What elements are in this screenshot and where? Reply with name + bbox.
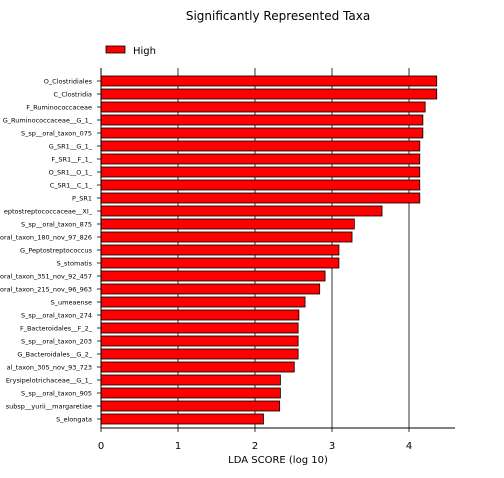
category-label: G_SR1__G_1_ [49, 143, 93, 151]
category-label: O_Clostridiales [44, 78, 93, 86]
bar [100, 75, 438, 87]
bar [100, 140, 421, 152]
chart-title: Significantly Represented Taxa [186, 9, 370, 23]
legend-swatch-high [105, 45, 126, 54]
category-label: S_umeaense [51, 299, 92, 307]
category-label: F_SR1__F_1_ [51, 156, 92, 164]
category-label: S_sp__oral_taxon_274 [21, 312, 92, 320]
category-label: subsp__yurii__margaretiae [6, 403, 92, 411]
category-label: S_elongata [56, 416, 92, 424]
x-tick-label: 1 [175, 441, 181, 452]
category-label: C_SR1__C_1_ [50, 182, 93, 190]
category-label: S_sp__oral_taxon_203 [21, 338, 92, 346]
bar [100, 374, 281, 386]
legend: High [105, 45, 156, 57]
bar [100, 400, 281, 412]
category-label: Erysipelotrichaceae__G_1_ [6, 377, 93, 385]
category-label: G_Ruminococcaceae__G_1_ [3, 117, 93, 125]
bar [100, 231, 353, 243]
category-label: S_sp__oral_taxon_075 [21, 130, 92, 138]
category-label: oral_taxon_351_nov_92_457 [0, 273, 92, 281]
bar [100, 101, 426, 113]
category-label: oral_taxon_215_nov_96_963 [0, 286, 92, 294]
x-tick-label: 2 [252, 441, 258, 452]
x-tick-label: 3 [329, 441, 335, 452]
category-label: S_sp__oral_taxon_875 [21, 221, 92, 229]
category-label: F_Ruminococcaceae [26, 104, 92, 112]
x-tick-label: 0 [98, 441, 104, 452]
category-labels: O_Clostridiales C_Clostridia F_Ruminococca… [0, 78, 101, 424]
category-label: eptostreptococcaceae__XI_ [4, 208, 93, 216]
category-label: C_Clostridia [54, 91, 92, 99]
bar [100, 153, 421, 165]
bar [100, 309, 300, 321]
bar [100, 361, 295, 373]
bar [100, 244, 340, 256]
bar [100, 114, 424, 126]
category-label: S_stomatis [57, 260, 93, 268]
category-label: al_taxon_305_nov_93_723 [7, 364, 92, 372]
bar [100, 257, 340, 269]
bar [100, 348, 299, 360]
bar [100, 127, 424, 139]
bar [100, 270, 326, 282]
category-label: G_Peptostreptococcus [20, 247, 93, 255]
bar [100, 218, 355, 230]
bar [100, 413, 264, 425]
bar [100, 387, 281, 399]
bar [100, 335, 299, 347]
category-label: G_Bacteroidales__G_2_ [17, 351, 92, 359]
bars [100, 75, 438, 425]
bar [100, 322, 299, 334]
category-label: S_sp__oral_taxon_905 [21, 390, 92, 398]
x-tick-labels: 0 1 2 3 4 [98, 428, 412, 452]
bar [100, 166, 421, 178]
bar [100, 205, 383, 217]
plot-frame [100, 68, 455, 429]
x-axis-label: LDA SCORE (log 10) [228, 455, 328, 466]
bar [100, 283, 321, 295]
legend-label-high: High [133, 46, 156, 57]
bar [100, 192, 421, 204]
bar [100, 88, 438, 100]
category-label: O_SR1__O_1_ [49, 169, 93, 177]
bar [100, 296, 306, 308]
category-label: P_SR1 [72, 195, 92, 203]
bar [100, 179, 421, 191]
category-label: F_Bacteroidales__F_2_ [20, 325, 93, 333]
category-label: oral_taxon_180_nov_97_826 [0, 234, 92, 242]
x-tick-label: 4 [406, 441, 412, 452]
